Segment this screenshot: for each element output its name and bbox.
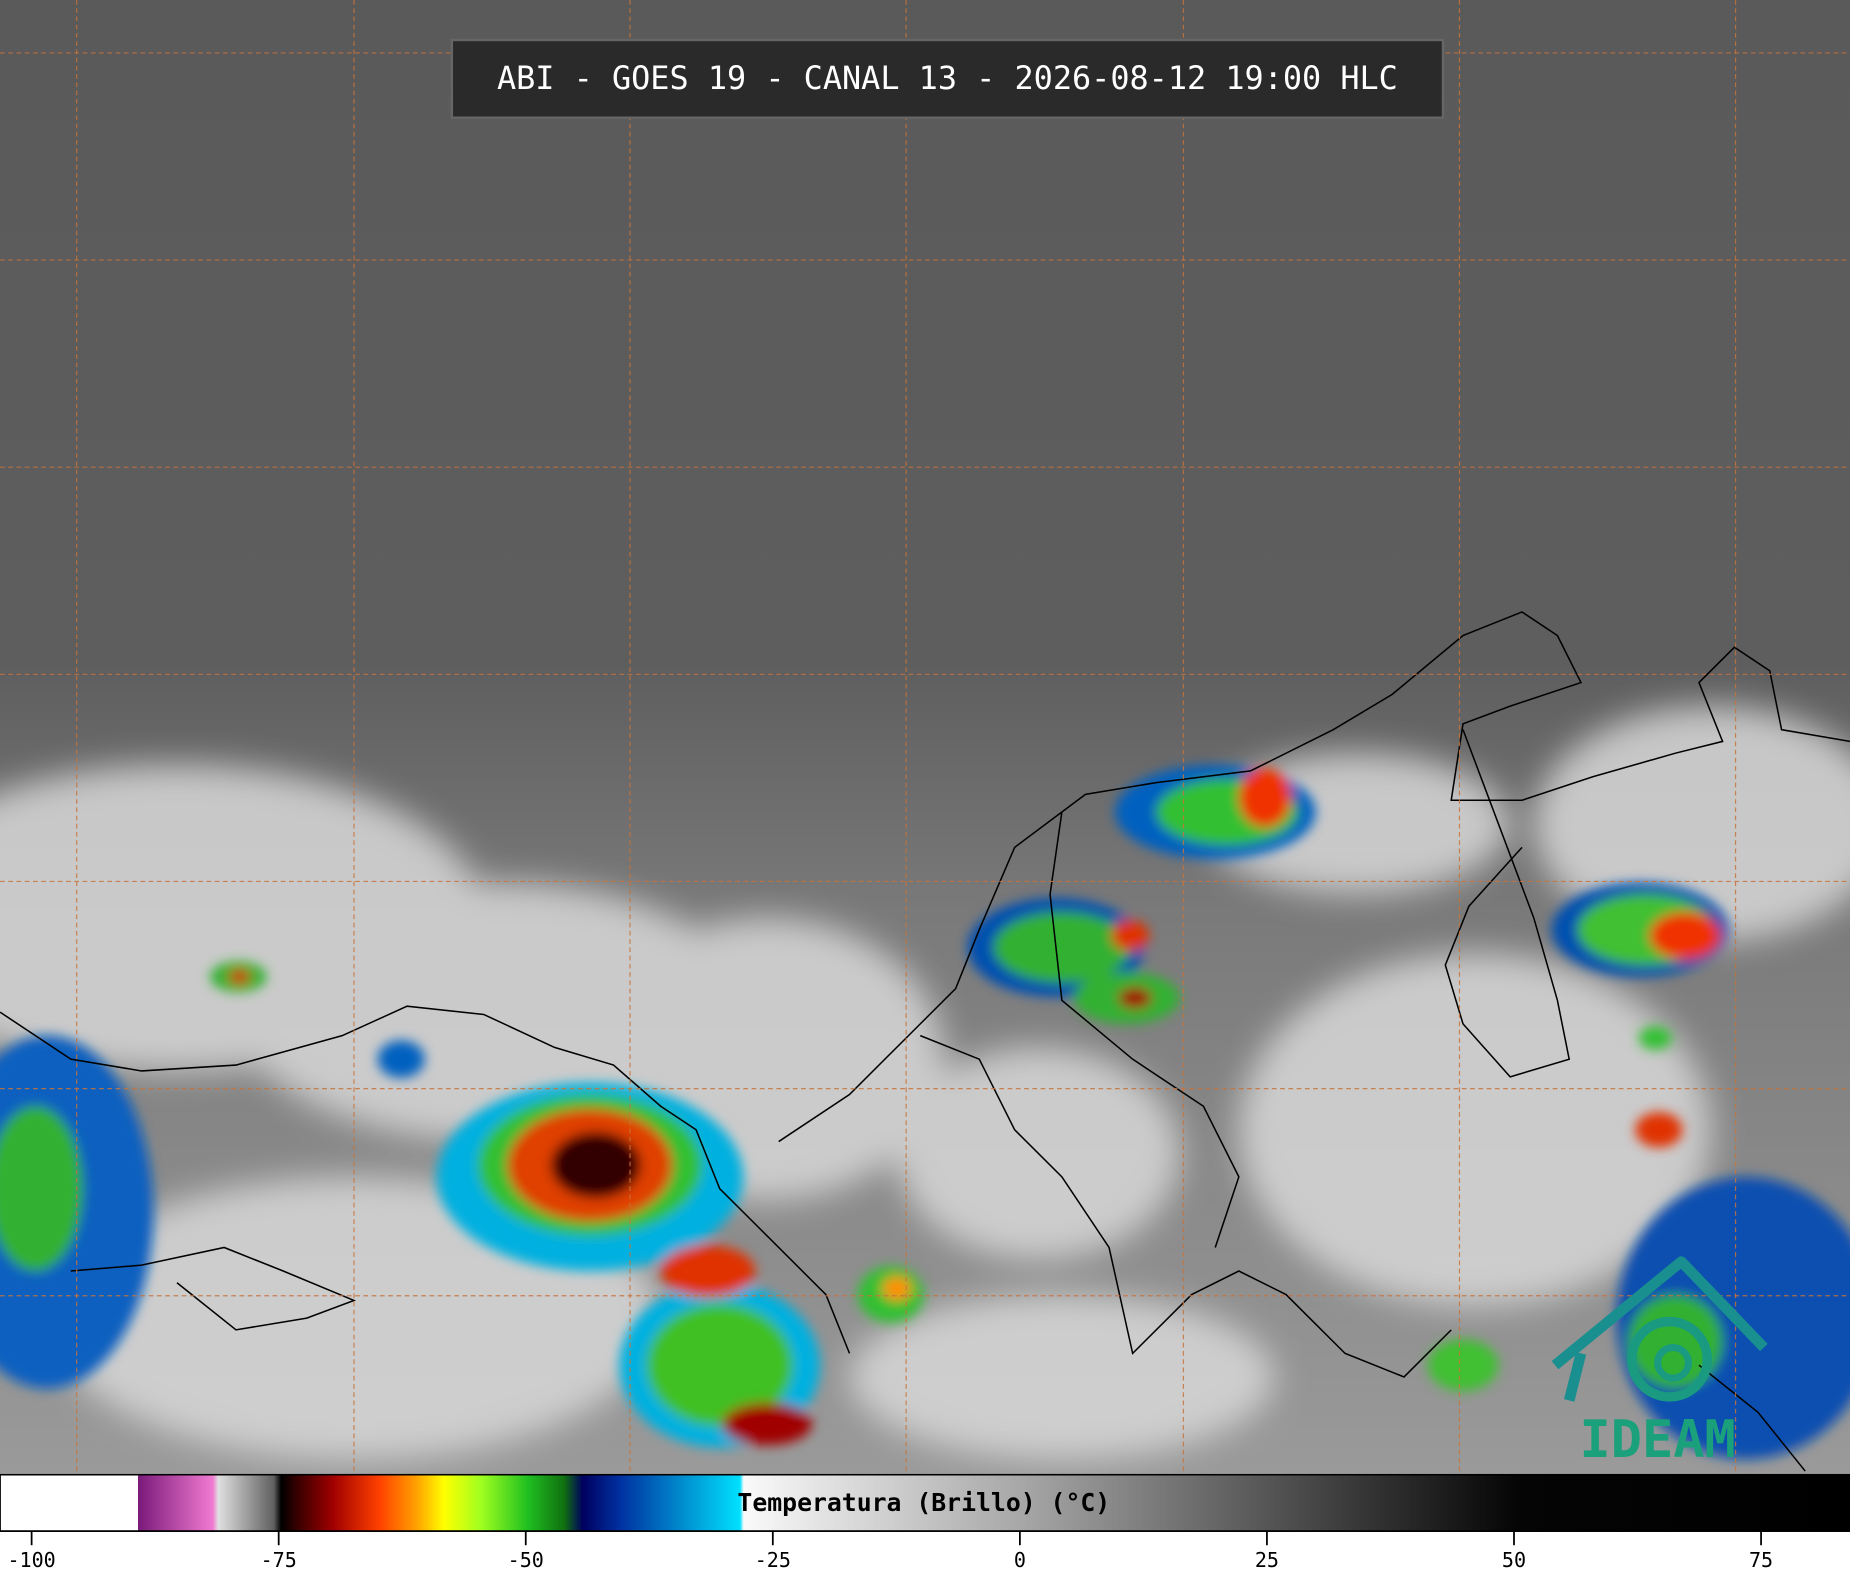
- logo: IDEAM: [1551, 1256, 1768, 1470]
- tick-label: -100: [7, 1548, 55, 1572]
- tick-label: 75: [1749, 1548, 1773, 1572]
- title: ABI - GOES 19 - CANAL 13 - 2026-08-12 19…: [497, 59, 1398, 97]
- tick-label: -75: [261, 1548, 297, 1572]
- title-box: ABI - GOES 19 - CANAL 13 - 2026-08-12 19…: [450, 38, 1445, 119]
- tick-label: -25: [755, 1548, 791, 1572]
- graticule: [0, 0, 1850, 1474]
- coastlines: [0, 611, 1850, 1472]
- colorbar-label: Temperatura (Brillo) (°C): [737, 1488, 1110, 1517]
- logo-text: IDEAM: [1580, 1410, 1736, 1470]
- colorbar: [0, 1473, 1850, 1532]
- tick-label: -50: [508, 1548, 544, 1572]
- colorbar-ticks: -100 -75 -50 -25 0 25 50 75: [7, 1531, 1773, 1572]
- tick-label: 50: [1502, 1548, 1526, 1572]
- tick-label: 0: [1014, 1548, 1026, 1572]
- map-imagery: ABI - GOES 19 - CANAL 13 - 2026-08-12 19…: [0, 0, 1850, 1474]
- tick-label: 25: [1255, 1548, 1279, 1572]
